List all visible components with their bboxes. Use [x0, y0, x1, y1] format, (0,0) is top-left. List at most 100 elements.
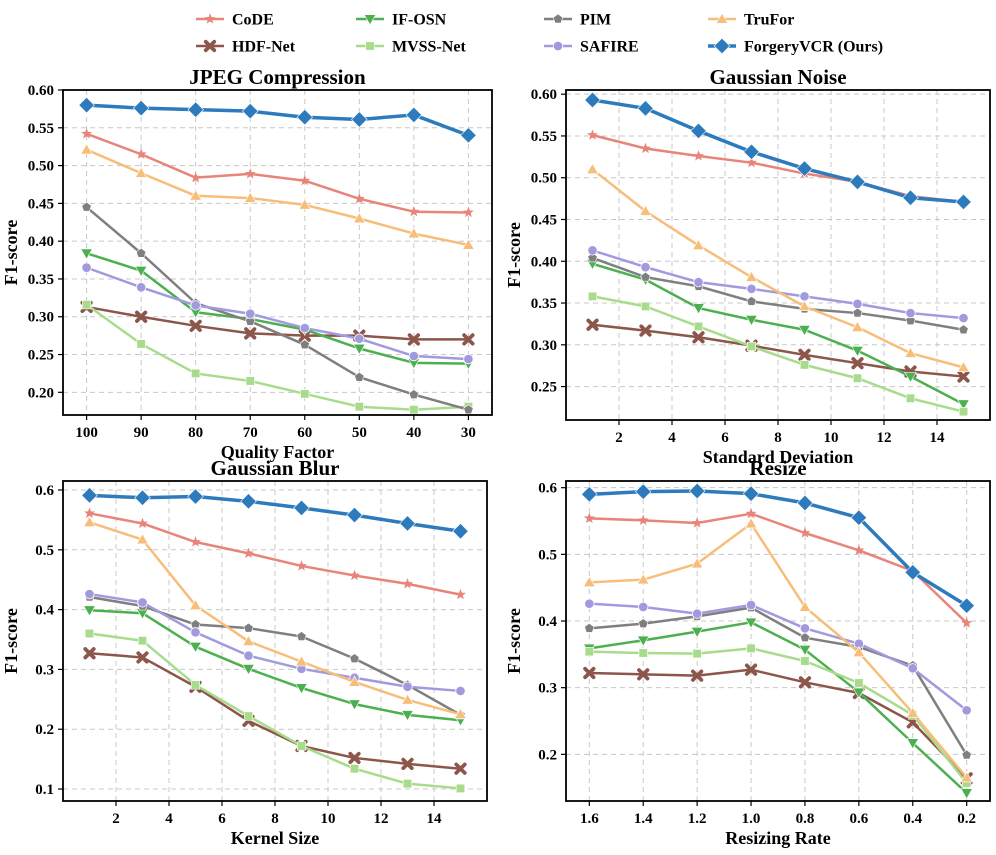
- y-tick-label: 0.45: [531, 212, 557, 228]
- legend-marker-trufor: [715, 12, 729, 24]
- data-point-safire-2: [693, 277, 704, 288]
- legend-entry-forgeryvcr-ours: ForgeryVCR (Ours): [708, 37, 883, 56]
- data-point-trufor-2: [189, 599, 202, 611]
- data-point-forgeryvcr-ours-2: [187, 101, 204, 118]
- grid: [63, 481, 487, 801]
- data-point-trufor-4: [798, 600, 812, 612]
- data-point-trufor-1: [134, 166, 148, 178]
- data-point-forgeryvcr-ours-3: [242, 102, 259, 120]
- data-point-forgeryvcr-ours-6: [902, 189, 919, 206]
- x-tick-label: 0.8: [796, 811, 815, 827]
- data-point-trufor-1: [636, 573, 650, 585]
- panel-title: JPEG Compression: [189, 65, 366, 89]
- data-point-safire-7: [463, 353, 474, 365]
- data-point-if-osn-2: [692, 303, 705, 315]
- data-point-trufor-3: [745, 270, 758, 282]
- data-point-safire-4: [799, 623, 811, 634]
- series-line-if-osn: [591, 262, 965, 406]
- data-point-hdf-net-0: [586, 318, 599, 331]
- data-point-mvss-net-4: [799, 360, 810, 370]
- y-tick-label: 0.50: [28, 159, 54, 175]
- data-point-forgeryvcr-ours-5: [849, 173, 866, 191]
- legend-label-pim: PIM: [580, 12, 611, 29]
- data-point-code-4: [299, 174, 311, 186]
- series-line-forgeryvcr-ours: [84, 103, 471, 138]
- data-point-code-0: [81, 128, 93, 139]
- x-tick-label: 14: [930, 430, 946, 446]
- series-forgeryvcr-ours: [581, 482, 975, 614]
- y-ticks: 0.2 0.3 0.4 0.5 0.6: [538, 481, 566, 763]
- x-tick-label: 10: [321, 811, 336, 827]
- data-point-pim-3: [746, 295, 757, 306]
- legend-label-safire: SAFIRE: [580, 39, 639, 56]
- data-point-code-2: [691, 517, 703, 528]
- data-point-hdf-net-4: [798, 348, 811, 361]
- y-tick-label: 0.45: [28, 196, 54, 212]
- data-point-forgeryvcr-ours-7: [452, 523, 469, 540]
- x-tick-label: 4: [165, 811, 173, 827]
- x-axis-label: Quality Factor: [221, 442, 334, 462]
- data-point-trufor-5: [353, 212, 366, 224]
- data-point-hdf-net-1: [639, 324, 652, 337]
- data-point-trufor-1: [639, 204, 652, 216]
- data-point-forgeryvcr-ours-5: [346, 506, 363, 524]
- y-tick-label: 0.25: [531, 380, 557, 396]
- data-point-mvss-net-2: [692, 649, 702, 659]
- data-point-hdf-net-7: [454, 762, 467, 775]
- data-point-if-osn-3: [745, 315, 758, 327]
- data-point-mvss-net-3: [243, 711, 254, 721]
- data-point-if-osn-7: [957, 399, 970, 411]
- legend-label-code: CoDE: [232, 12, 274, 29]
- data-point-mvss-net-4: [296, 741, 307, 751]
- data-point-forgeryvcr-ours-6: [904, 564, 921, 581]
- x-tick-label: 8: [774, 430, 782, 446]
- y-tick-label: 0.5: [35, 543, 54, 559]
- data-point-safire-3: [746, 283, 757, 294]
- legend-entry-trufor: TruFor: [708, 12, 794, 29]
- data-point-pim-4: [299, 339, 310, 350]
- data-point-trufor-1: [136, 533, 149, 545]
- series-code: [81, 128, 474, 218]
- legend-marker-forgeryvcr-ours: [713, 37, 731, 55]
- data-point-forgeryvcr-ours-5: [351, 111, 368, 128]
- series-line-pim: [88, 595, 462, 717]
- data-point-if-osn-3: [242, 664, 255, 676]
- data-point-hdf-net-0: [583, 666, 596, 680]
- data-point-hdf-net-1: [135, 310, 148, 323]
- data-point-trufor-5: [348, 675, 361, 687]
- data-point-mvss-net-0: [584, 647, 594, 657]
- y-tick-label: 0.30: [28, 310, 54, 326]
- data-point-trufor-0: [583, 575, 596, 587]
- y-ticks: 0.25 0.30 0.35 0.40 0.45 0.50 0.55 0.60: [531, 87, 566, 396]
- data-point-code-1: [135, 148, 147, 159]
- legend-label-mvss-net: MVSS-Net: [392, 39, 466, 56]
- data-point-trufor-6: [904, 346, 917, 358]
- y-tick-label: 0.4: [538, 614, 557, 630]
- legend-label-if-osn: IF-OSN: [392, 12, 447, 29]
- data-point-pim-1: [638, 618, 649, 629]
- data-point-trufor-7: [957, 361, 970, 372]
- x-ticks: 100 90 80 70 60 50 40 30: [75, 415, 476, 441]
- data-point-safire-2: [190, 300, 201, 311]
- data-point-pim-6: [408, 389, 419, 399]
- data-point-trufor-5: [851, 320, 864, 332]
- data-point-safire-7: [961, 705, 972, 716]
- data-point-forgeryvcr-ours-3: [743, 143, 760, 161]
- series-safire: [81, 262, 474, 365]
- legend-marker-pim: [552, 13, 564, 24]
- data-point-mvss-net-7: [455, 783, 466, 793]
- data-point-trufor-0: [83, 515, 96, 527]
- data-point-trufor-5: [852, 645, 866, 657]
- data-point-code-3: [243, 547, 254, 559]
- x-tick-label: 50: [352, 425, 367, 441]
- data-point-if-osn-1: [134, 266, 148, 277]
- data-point-hdf-net-5: [851, 357, 864, 370]
- grid: [566, 90, 990, 420]
- data-point-mvss-net-6: [402, 779, 413, 789]
- data-point-hdf-net-2: [189, 319, 202, 332]
- data-point-forgeryvcr-ours-4: [293, 499, 310, 517]
- series-line-safire: [85, 266, 470, 361]
- data-point-mvss-net-3: [746, 643, 756, 653]
- series-line-safire: [588, 602, 968, 712]
- data-point-trufor-0: [80, 143, 93, 155]
